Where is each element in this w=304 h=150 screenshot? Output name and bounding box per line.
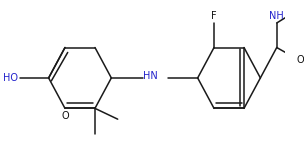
Text: O: O <box>297 55 304 65</box>
Text: HO: HO <box>3 73 18 83</box>
Text: F: F <box>211 11 217 21</box>
Text: HN: HN <box>143 71 158 81</box>
Text: NH: NH <box>269 11 284 21</box>
Text: O: O <box>61 111 69 121</box>
